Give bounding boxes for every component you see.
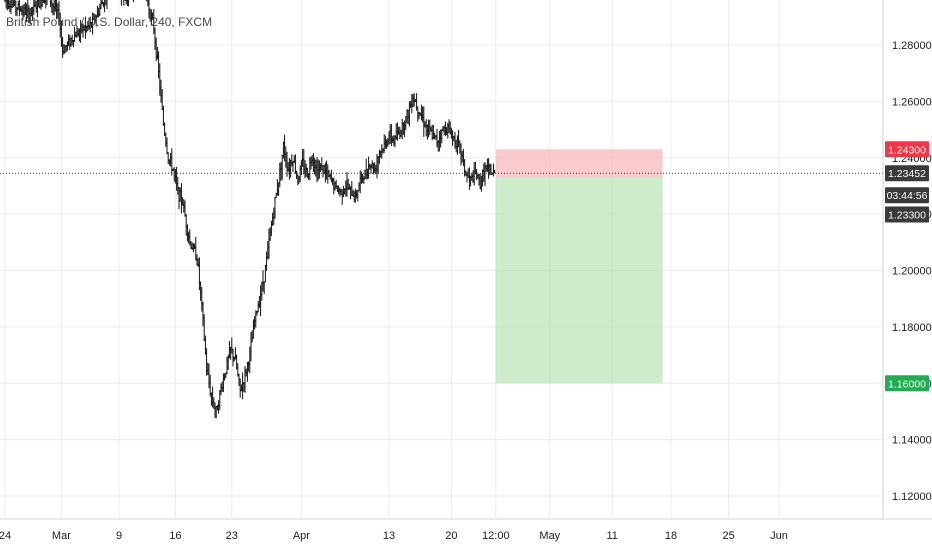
y-tick-label: 1.14000: [892, 435, 932, 447]
entry-price-label: 1.23300: [885, 206, 929, 223]
chart-title: British Pound / U.S. Dollar, 240, FXCM: [6, 15, 212, 29]
ohlc-bar: [128, 0, 130, 7]
x-tick-label: 23: [226, 530, 238, 542]
grid: [0, 0, 932, 520]
x-tick-label: 13: [383, 530, 395, 542]
entry-price-label-bg: [885, 206, 929, 223]
x-tick-label: 11: [606, 530, 617, 542]
x-tick-label: Mar: [52, 530, 71, 542]
target-price-label-text: 1.16000: [888, 378, 926, 390]
x-tick-label: 24: [0, 530, 11, 542]
target-price-label: 1.16000: [885, 375, 929, 392]
target-price-label-bg: [885, 375, 929, 392]
stop-price-label-text: 1.24300: [888, 144, 926, 156]
x-tick-label: 16: [169, 530, 181, 542]
y-tick-label: 1.26000: [892, 96, 932, 108]
current-price-label-bg: [885, 165, 929, 182]
y-tick-label: 1.28000: [892, 40, 932, 52]
ohlc-bar: [106, 0, 108, 10]
x-tick-label: Apr: [293, 530, 310, 542]
x-tick-label: Jun: [770, 530, 788, 542]
current-price-label-text: 1.23452: [888, 168, 926, 180]
price-bars: [3, 0, 497, 419]
entry-price-label-text: 1.23300: [888, 209, 926, 221]
y-tick-label: 1.18000: [892, 322, 932, 334]
x-tick-label: May: [539, 530, 560, 542]
ohlc-bar: [105, 0, 107, 6]
x-tick-labels: 24 Mar 9 16 23 Apr 13 20 12:00 May 11 18 25 Jun: [0, 530, 788, 542]
ohlc-bar: [38, 0, 41, 9]
ohlc-bar: [132, 0, 134, 3]
price-labels: 1.24300 1.23452 03:44:56 1.23300 1.16000: [885, 141, 929, 392]
x-tick-label: 12:00: [482, 530, 510, 542]
countdown-label-text: 03:44:56: [887, 190, 928, 202]
ohlc-bar: [46, 0, 48, 6]
x-tick-label: 20: [445, 530, 457, 542]
current-price-label: 1.23452: [885, 165, 929, 182]
short-position-tool[interactable]: [495, 149, 663, 384]
y-tick-label: 1.12000: [892, 491, 932, 503]
x-tick-label: 9: [116, 530, 122, 542]
countdown-label-bg: [885, 187, 929, 204]
ohlc-bar: [3, 0, 6, 3]
y-tick-label: 1.20000: [892, 266, 932, 278]
countdown-label: 03:44:56: [885, 187, 929, 204]
stop-price-label-bg: [885, 141, 929, 158]
ohlc-bar: [44, 0, 47, 9]
ohlc-bar: [125, 0, 128, 7]
ohlc-bar: [103, 0, 106, 13]
x-tick-label: 25: [722, 530, 734, 542]
ohlc-bar: [123, 0, 125, 6]
y-tick-labels: 1.120001.140001.160001.180001.200001.220…: [892, 40, 932, 503]
ohlc-bar: [120, 0, 122, 6]
take-profit-zone[interactable]: [495, 177, 663, 384]
stop-price-label: 1.24300: [885, 141, 929, 158]
x-tick-label: 18: [665, 530, 677, 542]
